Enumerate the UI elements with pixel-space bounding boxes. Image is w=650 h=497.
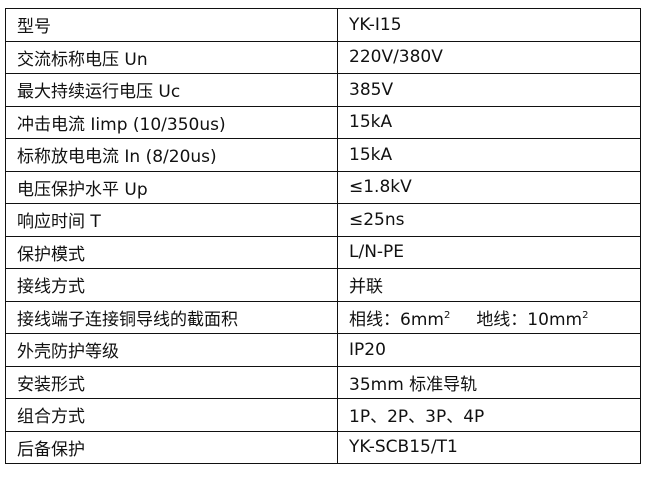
spec-label: 型号 xyxy=(5,8,338,42)
spec-label: 交流标称电压 Un xyxy=(5,40,338,74)
spec-label: 冲击电流 Iimp (10/350us) xyxy=(5,105,338,139)
spec-label: 响应时间 T xyxy=(5,203,338,237)
spec-label: 标称放电电流 In (8/20us) xyxy=(5,138,338,172)
spec-label: 最大持续运行电压 Uc xyxy=(5,73,338,107)
table-row: 电压保护水平 Up ≤1.8kV xyxy=(5,170,641,204)
ground-superscript: 2 xyxy=(582,309,589,321)
table-row: 组合方式 1P、2P、3P、4P xyxy=(5,398,641,432)
phase-superscript: 2 xyxy=(443,309,451,321)
spec-value: 15kA xyxy=(337,105,641,139)
phase-wire-value: 相线：6mm xyxy=(349,309,444,330)
spec-value: ≤25ns xyxy=(337,203,641,237)
table-row: 冲击电流 Iimp (10/350us) 15kA xyxy=(5,105,641,139)
table-row: 保护模式 L/N-PE xyxy=(5,235,641,269)
spec-value: 1P、2P、3P、4P xyxy=(337,398,641,432)
spec-value: YK-I15 xyxy=(337,8,641,42)
spec-value: ≤1.8kV xyxy=(337,170,641,204)
spec-value: YK-SCB15/T1 xyxy=(337,430,641,464)
table-row: 型号 YK-I15 xyxy=(5,8,641,42)
table-row: 交流标称电压 Un 220V/380V xyxy=(5,40,641,74)
spec-value: 15kA xyxy=(337,138,641,172)
table-row: 响应时间 T ≤25ns xyxy=(5,203,641,237)
spec-table: 型号 YK-I15 交流标称电压 Un 220V/380V 最大持续运行电压 Uc 385… xyxy=(5,8,641,464)
spec-label: 电压保护水平 Up xyxy=(5,170,338,204)
spec-label: 组合方式 xyxy=(5,398,338,432)
spec-value: L/N-PE xyxy=(337,235,641,269)
table-row: 后备保护 YK-SCB15/T1 xyxy=(5,430,641,464)
spec-value: 220V/380V xyxy=(337,40,641,74)
table-row: 接线端子连接铜导线的截面积 相线：6mm2 地线：10mm2 xyxy=(5,300,641,334)
table-row: 接线方式 并联 xyxy=(5,268,641,302)
ground-wire-value: 地线：10mm xyxy=(476,309,583,330)
spec-label: 安装形式 xyxy=(5,365,338,399)
table-row: 最大持续运行电压 Uc 385V xyxy=(5,73,641,107)
spec-value: 并联 xyxy=(337,268,641,302)
spec-value: 35mm 标准导轨 xyxy=(337,365,641,399)
spec-value: 相线：6mm2 地线：10mm2 xyxy=(337,300,641,334)
table-row: 安装形式 35mm 标准导轨 xyxy=(5,365,641,399)
spec-label: 保护模式 xyxy=(5,235,338,269)
spec-value: IP20 xyxy=(337,333,641,367)
spec-label: 接线端子连接铜导线的截面积 xyxy=(5,300,338,334)
table-row: 外壳防护等级 IP20 xyxy=(5,333,641,367)
spec-value: 385V xyxy=(337,73,641,107)
spec-label: 接线方式 xyxy=(5,268,338,302)
table-row: 标称放电电流 In (8/20us) 15kA xyxy=(5,138,641,172)
spec-label: 外壳防护等级 xyxy=(5,333,338,367)
spec-label: 后备保护 xyxy=(5,430,338,464)
